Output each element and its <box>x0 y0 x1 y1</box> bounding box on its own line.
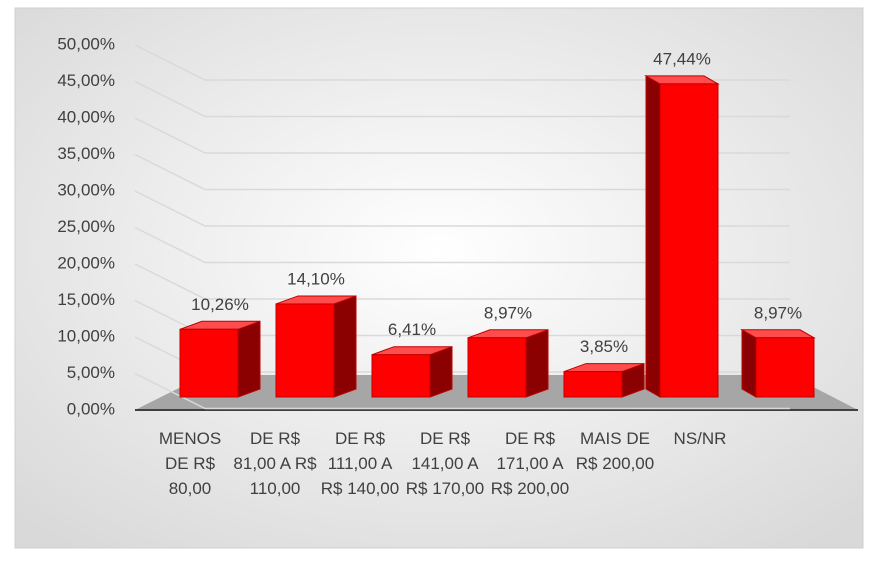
grid-line <box>134 80 790 118</box>
bar <box>467 329 549 398</box>
bar-face <box>467 337 527 398</box>
y-tick-label: 25,00% <box>57 217 115 236</box>
x-tick-label: DE R$ 171,00 A R$ 200,00 <box>490 429 570 498</box>
y-tick-label: 0,00% <box>67 399 115 418</box>
y-tick-label: 45,00% <box>57 71 115 90</box>
grid-line <box>134 44 790 81</box>
y-tick-label: 5,00% <box>67 363 115 382</box>
grid-line <box>134 263 790 300</box>
bar-face <box>179 328 239 398</box>
y-tick-label: 35,00% <box>57 144 115 163</box>
data-label: 10,26% <box>191 295 249 314</box>
bar <box>644 75 720 398</box>
bar-face <box>525 329 549 398</box>
data-label: 14,10% <box>287 269 345 288</box>
x-tick-label: DE R$ 141,00 A R$ 170,00 <box>405 429 485 498</box>
y-tick-label: 10,00% <box>57 326 115 345</box>
bar <box>740 328 816 398</box>
y-tick-label: 20,00% <box>57 253 115 272</box>
y-tick-label: 30,00% <box>57 180 115 199</box>
y-tick-label: 40,00% <box>57 107 115 126</box>
grid-line <box>134 372 790 410</box>
chart-background <box>14 7 864 549</box>
bar-face <box>429 345 453 398</box>
grid-line <box>134 117 790 154</box>
bar-face <box>333 295 357 398</box>
x-tick-label: DE R$ 81,00 A R$ 110,00 <box>233 429 317 498</box>
bar-face <box>563 371 623 398</box>
data-label: 47,44% <box>653 49 711 68</box>
bar-face <box>755 337 815 398</box>
x-tick-label: MENOS DE R$ 80,00 <box>158 429 222 498</box>
bar-face <box>659 83 719 398</box>
y-tick-label: 15,00% <box>57 290 115 309</box>
data-label: 3,85% <box>580 337 628 356</box>
grid-line <box>134 226 790 264</box>
bar <box>563 362 645 398</box>
data-label: 8,97% <box>754 303 802 322</box>
bar-face <box>275 303 335 398</box>
x-tick-label: MAIS DE R$ 200,00 <box>575 429 655 473</box>
grid-line <box>134 190 790 227</box>
x-tick-label: DE R$ 111,00 A R$ 140,00 <box>320 429 400 498</box>
data-label: 8,97% <box>484 303 532 322</box>
bar <box>179 320 261 398</box>
bar-face <box>645 75 661 398</box>
y-tick-label: 50,00% <box>57 34 115 53</box>
data-label: 6,41% <box>388 320 436 339</box>
grid-line <box>134 153 790 191</box>
bar-face <box>741 328 757 398</box>
bar-face <box>371 354 431 398</box>
x-tick-label: NS/NR <box>673 429 727 448</box>
bar-face <box>237 320 261 398</box>
bar <box>275 295 357 398</box>
bar <box>371 345 453 398</box>
